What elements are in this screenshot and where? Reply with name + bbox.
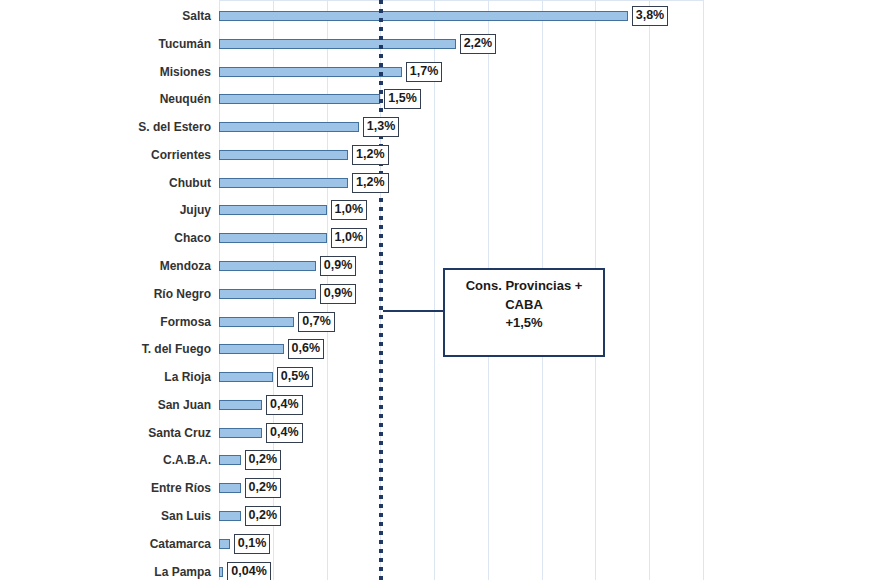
bar <box>219 567 223 577</box>
bar <box>219 317 294 327</box>
value-label: 0,9% <box>320 256 357 276</box>
category-label: Santa Cruz <box>0 426 211 440</box>
bar <box>219 178 348 188</box>
annotation-line-2: CABA <box>445 296 603 315</box>
bar <box>219 289 316 299</box>
value-label: 0,9% <box>320 284 357 304</box>
category-label: Salta <box>0 9 211 23</box>
chart-row: Chubut 1,2% <box>0 169 870 197</box>
value-label: 1,2% <box>352 145 389 165</box>
value-label: 1,0% <box>331 200 368 220</box>
reference-dashed-line <box>379 0 383 580</box>
bar <box>219 233 327 243</box>
chart-row: Catamarca 0,1% <box>0 530 870 558</box>
bar <box>219 372 273 382</box>
chart-row: Misiones 1,7% <box>0 58 870 86</box>
value-label: 3,8% <box>632 6 669 26</box>
value-label: 0,4% <box>266 395 303 415</box>
bar <box>219 122 359 132</box>
category-label: Misiones <box>0 65 211 79</box>
value-label: 0,4% <box>266 423 303 443</box>
bar <box>219 428 262 438</box>
bar <box>219 344 284 354</box>
bar <box>219 261 316 271</box>
chart-row: Corrientes 1,2% <box>0 141 870 169</box>
bar <box>219 455 241 465</box>
annotation-box: Cons. Provincias + CABA +1,5% <box>443 268 605 357</box>
category-label: San Luis <box>0 509 211 523</box>
annotation-line-3: +1,5% <box>445 314 603 333</box>
bar <box>219 539 230 549</box>
chart-row: Salta 3,8% <box>0 2 870 30</box>
value-label: 1,0% <box>331 228 368 248</box>
chart-row: Jujuy 1,0% <box>0 197 870 225</box>
value-label: 0,5% <box>277 367 314 387</box>
value-label: 0,2% <box>245 506 282 526</box>
category-label: Neuquén <box>0 92 211 106</box>
bar <box>219 483 241 493</box>
chart-row: Neuquén 1,5% <box>0 85 870 113</box>
category-label: La Pampa <box>0 565 211 579</box>
category-label: La Rioja <box>0 370 211 384</box>
category-label: Mendoza <box>0 259 211 273</box>
bar <box>219 400 262 410</box>
value-label: 1,3% <box>363 117 400 137</box>
bar <box>219 94 380 104</box>
value-label: 0,2% <box>245 478 282 498</box>
chart-row: La Pampa 0,04% <box>0 558 870 580</box>
chart-row: Entre Ríos 0,2% <box>0 474 870 502</box>
value-label: 0,7% <box>298 312 335 332</box>
chart-row: Río Negro 0,9% <box>0 280 870 308</box>
chart-row: S. del Estero 1,3% <box>0 113 870 141</box>
category-label: Entre Ríos <box>0 481 211 495</box>
category-label: Catamarca <box>0 537 211 551</box>
category-label: C.A.B.A. <box>0 453 211 467</box>
bar <box>219 67 402 77</box>
chart-row: San Luis 0,2% <box>0 502 870 530</box>
category-label: Formosa <box>0 315 211 329</box>
chart-row: San Juan 0,4% <box>0 391 870 419</box>
category-label: S. del Estero <box>0 120 211 134</box>
chart-row: T. del Fuego 0,6% <box>0 335 870 363</box>
chart-row: Santa Cruz 0,4% <box>0 419 870 447</box>
bar <box>219 11 628 21</box>
category-label: Río Negro <box>0 287 211 301</box>
value-label: 0,04% <box>227 562 270 580</box>
value-label: 1,2% <box>352 173 389 193</box>
value-label: 0,2% <box>245 450 282 470</box>
bar-chart: Salta 3,8% Tucumán 2,2% Misiones 1,7% Neuquén 1… <box>0 0 870 580</box>
bar <box>219 39 456 49</box>
category-label: Jujuy <box>0 203 211 217</box>
bar <box>219 205 327 215</box>
chart-row: Chaco 1,0% <box>0 224 870 252</box>
annotation-line-1: Cons. Provincias + <box>445 277 603 296</box>
category-label: Chaco <box>0 231 211 245</box>
value-label: 1,5% <box>384 89 421 109</box>
category-label: Corrientes <box>0 148 211 162</box>
value-label: 0,1% <box>234 534 271 554</box>
category-label: Chubut <box>0 176 211 190</box>
bar <box>219 511 241 521</box>
chart-row: Tucumán 2,2% <box>0 30 870 58</box>
value-label: 2,2% <box>460 34 497 54</box>
category-label: Tucumán <box>0 37 211 51</box>
chart-row: La Rioja 0,5% <box>0 363 870 391</box>
bar <box>219 150 348 160</box>
value-label: 1,7% <box>406 62 443 82</box>
chart-row: Mendoza 0,9% <box>0 252 870 280</box>
annotation-callout-line <box>383 310 443 312</box>
category-label: T. del Fuego <box>0 342 211 356</box>
value-label: 0,6% <box>288 339 325 359</box>
category-label: San Juan <box>0 398 211 412</box>
chart-row: C.A.B.A. 0,2% <box>0 447 870 475</box>
